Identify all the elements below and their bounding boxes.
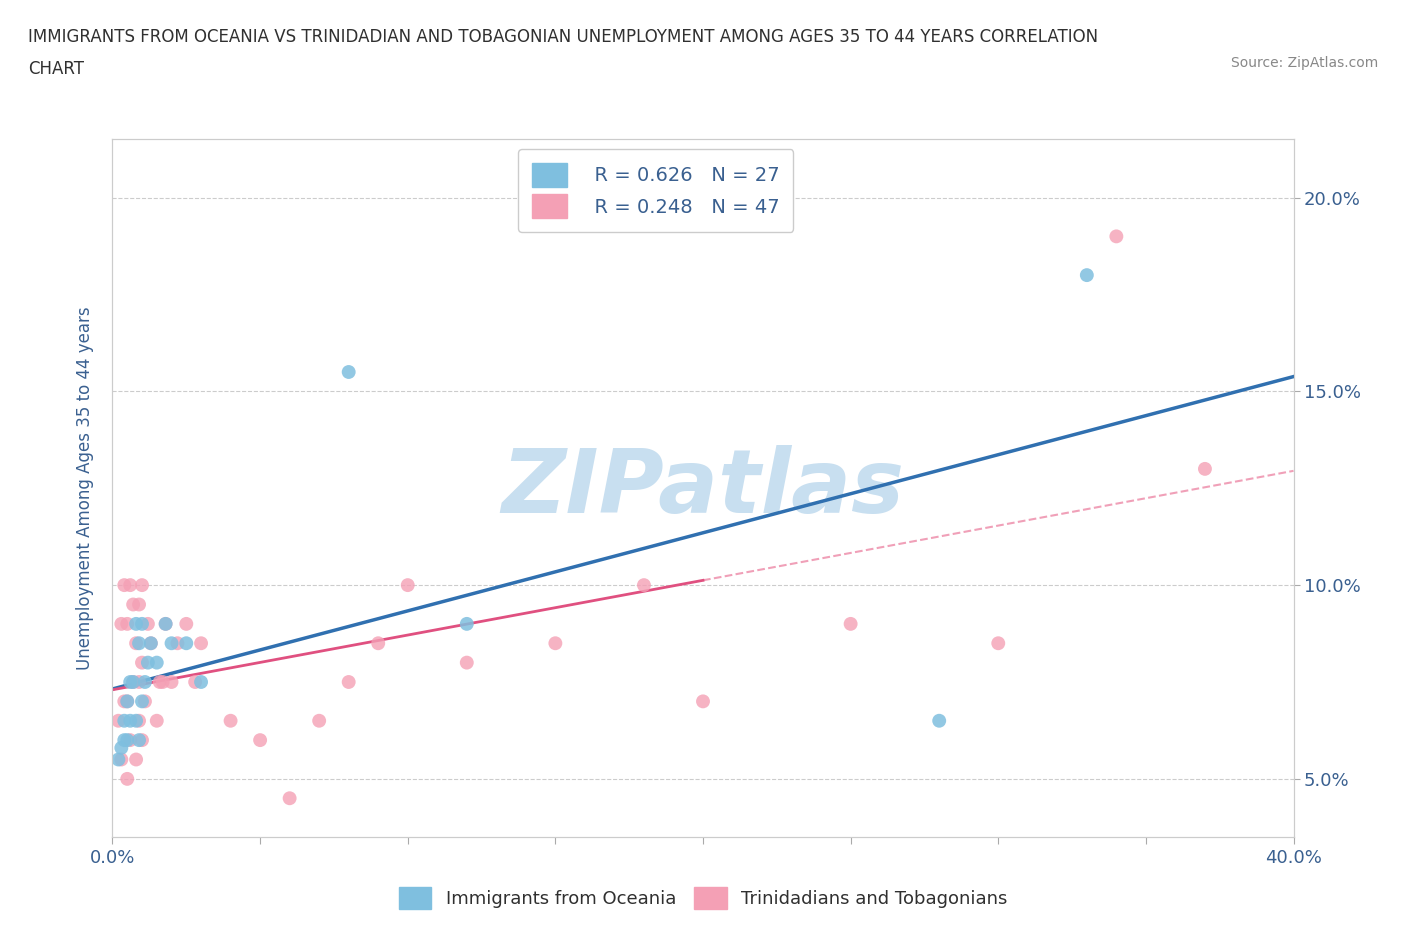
Point — [308, 713, 330, 728]
Point — [131, 733, 153, 748]
Point — [174, 636, 197, 651]
Legend:   R = 0.626   N = 27,   R = 0.248   N = 47: R = 0.626 N = 27, R = 0.248 N = 47 — [517, 149, 793, 232]
Point — [112, 694, 135, 709]
Legend: Immigrants from Oceania, Trinidadians and Tobagonians: Immigrants from Oceania, Trinidadians an… — [391, 880, 1015, 916]
Text: IMMIGRANTS FROM OCEANIA VS TRINIDADIAN AND TOBAGONIAN UNEMPLOYMENT AMONG AGES 35: IMMIGRANTS FROM OCEANIA VS TRINIDADIAN A… — [28, 28, 1098, 46]
Point — [122, 674, 145, 689]
Point — [396, 578, 419, 592]
Point — [166, 636, 188, 651]
Point — [456, 656, 478, 671]
Point — [136, 617, 159, 631]
Point — [987, 636, 1010, 651]
Point — [278, 790, 301, 805]
Point — [146, 713, 169, 728]
Point — [110, 617, 132, 631]
Point — [128, 713, 150, 728]
Point — [122, 674, 145, 689]
Point — [160, 674, 183, 689]
Point — [110, 752, 132, 767]
Point — [160, 636, 183, 651]
Point — [120, 578, 142, 592]
Point — [107, 752, 129, 767]
Point — [692, 694, 714, 709]
Point — [139, 636, 162, 651]
Point — [117, 772, 138, 787]
Point — [112, 713, 135, 728]
Point — [337, 365, 360, 379]
Point — [128, 636, 150, 651]
Point — [120, 733, 142, 748]
Point — [134, 694, 156, 709]
Point — [139, 636, 162, 651]
Point — [128, 733, 150, 748]
Point — [120, 713, 142, 728]
Point — [125, 713, 148, 728]
Point — [219, 713, 242, 728]
Point — [149, 674, 172, 689]
Point — [367, 636, 389, 651]
Point — [125, 636, 148, 651]
Point — [337, 674, 360, 689]
Point — [107, 713, 129, 728]
Point — [190, 636, 212, 651]
Point — [544, 636, 567, 651]
Point — [928, 713, 950, 728]
Point — [184, 674, 207, 689]
Point — [117, 617, 138, 631]
Point — [122, 597, 145, 612]
Point — [131, 694, 153, 709]
Point — [633, 578, 655, 592]
Point — [128, 597, 150, 612]
Text: CHART: CHART — [28, 60, 84, 78]
Point — [120, 674, 142, 689]
Point — [249, 733, 271, 748]
Point — [131, 656, 153, 671]
Point — [155, 617, 177, 631]
Point — [117, 733, 138, 748]
Point — [1194, 461, 1216, 476]
Point — [456, 617, 478, 631]
Point — [131, 617, 153, 631]
Text: ZIPatlas: ZIPatlas — [502, 445, 904, 532]
Text: Source: ZipAtlas.com: Source: ZipAtlas.com — [1230, 56, 1378, 70]
Point — [152, 674, 174, 689]
Point — [190, 674, 212, 689]
Point — [110, 740, 132, 755]
Point — [1076, 268, 1098, 283]
Point — [146, 656, 169, 671]
Point — [131, 578, 153, 592]
Point — [117, 694, 138, 709]
Y-axis label: Unemployment Among Ages 35 to 44 years: Unemployment Among Ages 35 to 44 years — [76, 307, 94, 670]
Point — [134, 674, 156, 689]
Point — [125, 752, 148, 767]
Point — [174, 617, 197, 631]
Point — [125, 617, 148, 631]
Point — [155, 617, 177, 631]
Point — [1105, 229, 1128, 244]
Point — [112, 578, 135, 592]
Point — [117, 694, 138, 709]
Point — [112, 733, 135, 748]
Point — [128, 674, 150, 689]
Point — [839, 617, 862, 631]
Point — [136, 656, 159, 671]
